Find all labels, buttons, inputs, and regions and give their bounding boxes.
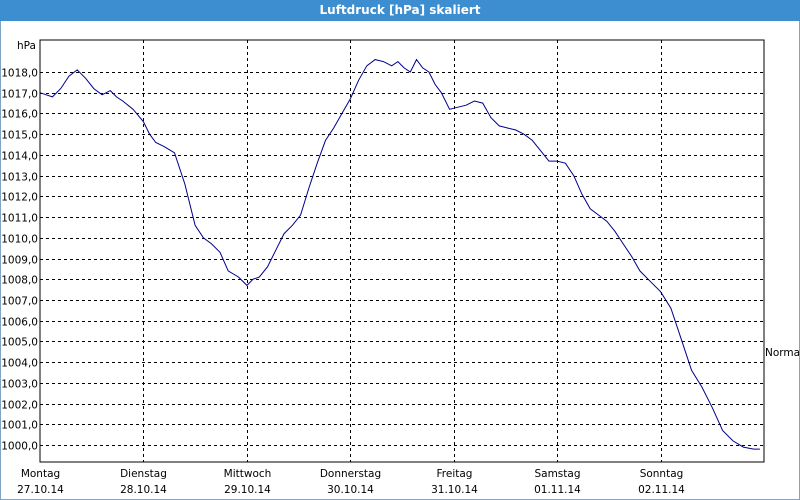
y-tick-label: 1014,0 xyxy=(1,151,38,163)
x-tick-date-label: 27.10.14 xyxy=(17,484,64,496)
x-tick-day-label: Freitag xyxy=(437,468,473,480)
x-tick-date-label: 28.10.14 xyxy=(120,484,167,496)
x-tick-date-label: 01.11.14 xyxy=(534,484,581,496)
y-axis-unit-label: hPa xyxy=(17,40,36,52)
y-tick-label: 1009,0 xyxy=(1,255,38,267)
x-tick-day-label: Donnerstag xyxy=(320,468,381,480)
x-tick-day-label: Dienstag xyxy=(120,468,167,480)
x-tick-day-label: Samstag xyxy=(534,468,580,480)
x-axis: Montag 27.10.14 Dienstag 28.10.14 Mittwoch 29… xyxy=(17,468,685,496)
y-tick-label: 1011,0 xyxy=(1,213,38,225)
y-tick-label: 1006,0 xyxy=(1,317,38,329)
x-tick-date-label: 31.10.14 xyxy=(431,484,478,496)
x-tick-date-label: 30.10.14 xyxy=(327,484,374,496)
y-tick-label: 1016,0 xyxy=(1,109,38,121)
y-tick-label: 1008,0 xyxy=(1,275,38,287)
y-tick-label: 1015,0 xyxy=(1,130,38,142)
y-tick-label: 1001,0 xyxy=(1,420,38,432)
y-tick-label: 1003,0 xyxy=(1,379,38,391)
plot-area xyxy=(39,39,765,463)
y-tick-label: 1002,0 xyxy=(1,400,38,412)
x-tick-day-label: Mittwoch xyxy=(224,468,272,480)
chart-title: Luftdruck [hPa] skaliert xyxy=(0,0,800,21)
y-tick-label: 1000,0 xyxy=(1,441,38,453)
y-tick-label: 1004,0 xyxy=(1,358,38,370)
y-tick-label: 1013,0 xyxy=(1,172,38,184)
y-tick-label: 1010,0 xyxy=(1,234,38,246)
x-tick-date-label: 29.10.14 xyxy=(224,484,271,496)
chart-frame: 1000,0 1001,0 1002,0 1003,0 1004,0 1005,0 1006… xyxy=(0,21,800,500)
y-tick-label: 1012,0 xyxy=(1,192,38,204)
x-tick-date-label: 02.11.14 xyxy=(638,484,685,496)
grid-lines xyxy=(40,40,764,462)
line-chart: 1000,0 1001,0 1002,0 1003,0 1004,0 1005,0 1006… xyxy=(1,39,799,496)
x-tick-day-label: Sonntag xyxy=(640,468,684,480)
normal-annotation: Normal xyxy=(765,347,799,359)
y-tick-label: 1018,0 xyxy=(1,68,38,80)
y-tick-label: 1005,0 xyxy=(1,337,38,349)
y-axis: 1000,0 1001,0 1002,0 1003,0 1004,0 1005,0 1006… xyxy=(1,68,38,453)
y-tick-label: 1017,0 xyxy=(1,89,38,101)
pressure-series-line xyxy=(39,58,760,450)
y-tick-label: 1007,0 xyxy=(1,296,38,308)
x-tick-day-label: Montag xyxy=(21,468,60,480)
